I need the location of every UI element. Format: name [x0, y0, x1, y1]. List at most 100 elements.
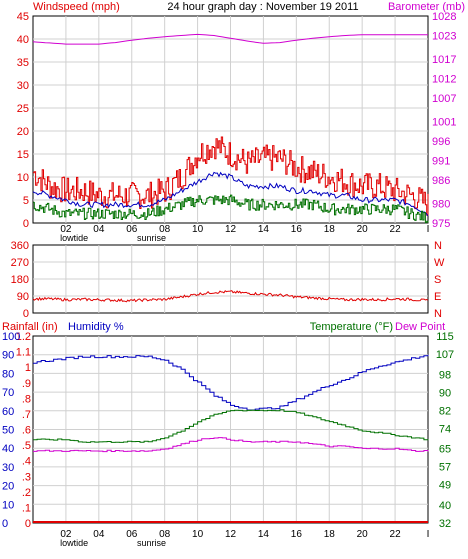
humidity-tick-label: 40 [2, 443, 14, 455]
temperature-axis-label: Temperature (°F) [310, 321, 393, 333]
x-tick-label: 18 [324, 529, 336, 540]
windspeed-tick-label: 15 [17, 149, 29, 161]
x-tick-label: 08 [159, 224, 171, 235]
x-tick-label: 06 [126, 224, 138, 235]
barometer-tick-label: 975 [432, 218, 450, 230]
windspeed-axis-label: Windspeed (mph) [33, 1, 120, 13]
windspeed-tick-label: 30 [17, 80, 29, 92]
direction-tick-label: 90 [17, 291, 29, 303]
x-tick-label: 12 [225, 224, 237, 235]
barometer-tick-label: 1023 [432, 31, 456, 43]
x-tick-label: 06 [126, 529, 138, 540]
rainfall-tick-label: 1 [25, 362, 31, 374]
x-tick-label: 12 [225, 529, 237, 540]
x-tick-label: 10 [192, 529, 204, 540]
compass-label: N [434, 240, 442, 252]
series-line-wind-direction [32, 290, 429, 303]
x-tick-label: 18 [324, 224, 336, 235]
barometer-tick-label: 986 [432, 175, 450, 187]
rainfall-tick-label: .9 [22, 378, 31, 390]
lowtide-marker: lowtide [60, 233, 88, 243]
temperature-tick-label: 107 [436, 349, 454, 361]
barometer-tick-label: 1012 [432, 73, 456, 85]
humidity-axis-label: Humidity % [68, 321, 124, 333]
barometer-tick-label: 1028 [432, 11, 456, 23]
direction-tick-label: 0 [23, 308, 29, 320]
temperature-tick-label: 82 [439, 405, 451, 417]
series-line-windspeed [33, 136, 429, 216]
temperature-tick-label: 57 [439, 462, 451, 474]
windspeed-tick-label: 25 [17, 103, 29, 115]
compass-label: W [434, 257, 445, 269]
chart-title: 24 hour graph day : November 19 2011 [167, 1, 358, 13]
humidity-tick-label: 80 [2, 368, 14, 380]
sunrise-marker: sunrise [137, 233, 166, 243]
direction-tick-label: 270 [11, 257, 29, 269]
humidity-tick-label: 30 [2, 462, 14, 474]
windspeed-tick-label: 5 [23, 195, 29, 207]
rainfall-tick-label: .1 [22, 502, 31, 514]
rainfall-tick-label: .2 [22, 487, 31, 499]
x-tick-label: 02 [60, 529, 72, 540]
humidity-tick-label: 100 [2, 331, 20, 343]
series-line-average-windspeed [32, 171, 429, 217]
rainfall-tick-label: .7 [22, 409, 31, 421]
temperature-tick-label: 90 [439, 387, 451, 399]
rainfall-tick-label: .6 [22, 425, 31, 437]
x-tick-label: I [427, 224, 430, 235]
x-tick-label: 04 [93, 224, 105, 235]
temperature-tick-label: 115 [436, 331, 454, 343]
humidity-tick-label: 50 [2, 425, 14, 437]
compass-label: S [434, 274, 441, 286]
humidity-tick-label: 70 [2, 387, 14, 399]
humidity-tick-label: 60 [2, 406, 14, 418]
x-tick-label: 02 [60, 224, 72, 235]
barometer-tick-label: 991 [432, 156, 450, 168]
barometer-tick-label: 1001 [432, 116, 456, 128]
x-tick-label: 20 [357, 224, 369, 235]
sunrise-marker: sunrise [137, 538, 166, 548]
barometer-tick-label: 996 [432, 136, 450, 148]
temperature-tick-label: 40 [439, 500, 451, 512]
x-tick-label: 10 [192, 224, 204, 235]
x-tick-label: 20 [357, 529, 369, 540]
compass-label: N [434, 308, 442, 320]
windspeed-tick-label: 35 [17, 57, 29, 69]
x-tick-label: 16 [291, 224, 303, 235]
humidity-tick-label: 10 [2, 499, 14, 511]
lowtide-marker: lowtide [60, 538, 88, 548]
windspeed-tick-label: 10 [17, 172, 29, 184]
x-tick-label: 22 [390, 529, 402, 540]
temperature-tick-label: 74 [439, 423, 451, 435]
series-line-dew-point [33, 437, 429, 453]
rainfall-tick-label: .8 [22, 393, 31, 405]
windspeed-tick-label: 0 [23, 218, 29, 230]
x-tick-label: 14 [258, 529, 270, 540]
x-tick-label: 14 [258, 224, 270, 235]
temperature-tick-label: 65 [439, 444, 451, 456]
rainfall-tick-label: .3 [22, 471, 31, 483]
direction-tick-label: 180 [11, 274, 29, 286]
x-tick-label: I [427, 529, 430, 540]
rainfall-tick-label: .4 [22, 456, 31, 468]
windspeed-tick-label: 40 [17, 34, 29, 46]
panel-rain-hum-temp: 0 .1 .2 .3 .4 .5 .6 .7 .8 .9 1 1.1 1.2 0 10 20 30 40 50 60 7… [2, 331, 454, 548]
panel-wind-baro: 0510152025303540459759809869919961001100… [17, 11, 457, 243]
x-tick-label: 16 [291, 529, 303, 540]
humidity-tick-label: 90 [2, 350, 14, 362]
barometer-tick-label: 1007 [432, 93, 456, 105]
series-line-temperature [33, 409, 429, 443]
humidity-tick-label: 20 [2, 481, 14, 493]
windspeed-tick-label: 45 [17, 11, 29, 23]
barometer-axis-label: Barometer (mb) [388, 1, 465, 13]
rainfall-tick-label: 0 [25, 518, 31, 530]
series-line-wind-lull [33, 194, 429, 224]
barometer-tick-label: 980 [432, 198, 450, 210]
dewpoint-axis-label: Dew Point [395, 321, 445, 333]
series-line-barometer [32, 33, 428, 45]
rainfall-tick-label: 1.1 [16, 347, 31, 359]
rainfall-tick-label: 1.2 [16, 331, 31, 343]
humidity-tick-label: 0 [2, 518, 8, 530]
